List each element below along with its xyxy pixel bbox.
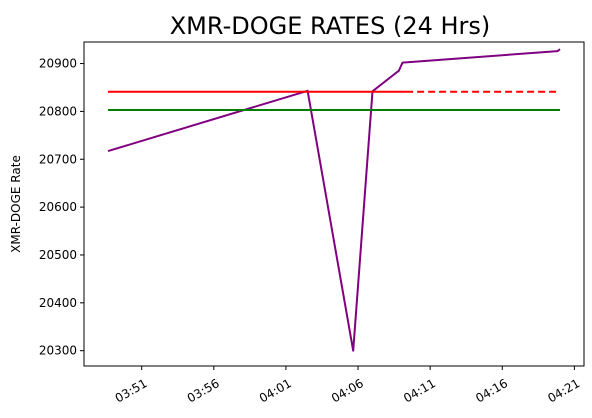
x-tick-label: 04:06 (329, 376, 366, 405)
y-axis-label: XMR-DOGE Rate (9, 155, 23, 253)
x-tick-label: 04:01 (257, 376, 294, 405)
series-line-0 (107, 48, 561, 352)
chart-title: XMR-DOGE RATES (24 Hrs) (170, 12, 491, 40)
x-tick-label: 03:56 (185, 376, 222, 405)
y-tick-label: 20600 (39, 200, 77, 214)
x-tick-label: 03:51 (113, 376, 150, 405)
x-tick-label: 04:21 (545, 376, 582, 405)
y-tick-label: 20800 (39, 104, 77, 118)
y-tick-label: 20300 (39, 344, 77, 358)
y-tick-label: 20900 (39, 57, 77, 71)
y-tick-label: 20400 (39, 296, 77, 310)
x-tick-label: 04:16 (473, 376, 510, 405)
y-tick-label: 20700 (39, 152, 77, 166)
plot-frame (83, 41, 585, 367)
x-tick-label: 04:11 (401, 376, 438, 405)
plot-area (107, 48, 561, 352)
y-tick-label: 20500 (39, 248, 77, 262)
